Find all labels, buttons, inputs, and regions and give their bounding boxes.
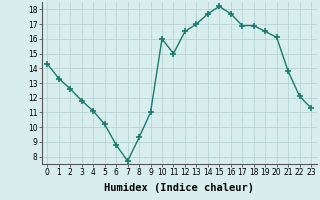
X-axis label: Humidex (Indice chaleur): Humidex (Indice chaleur)	[104, 183, 254, 193]
